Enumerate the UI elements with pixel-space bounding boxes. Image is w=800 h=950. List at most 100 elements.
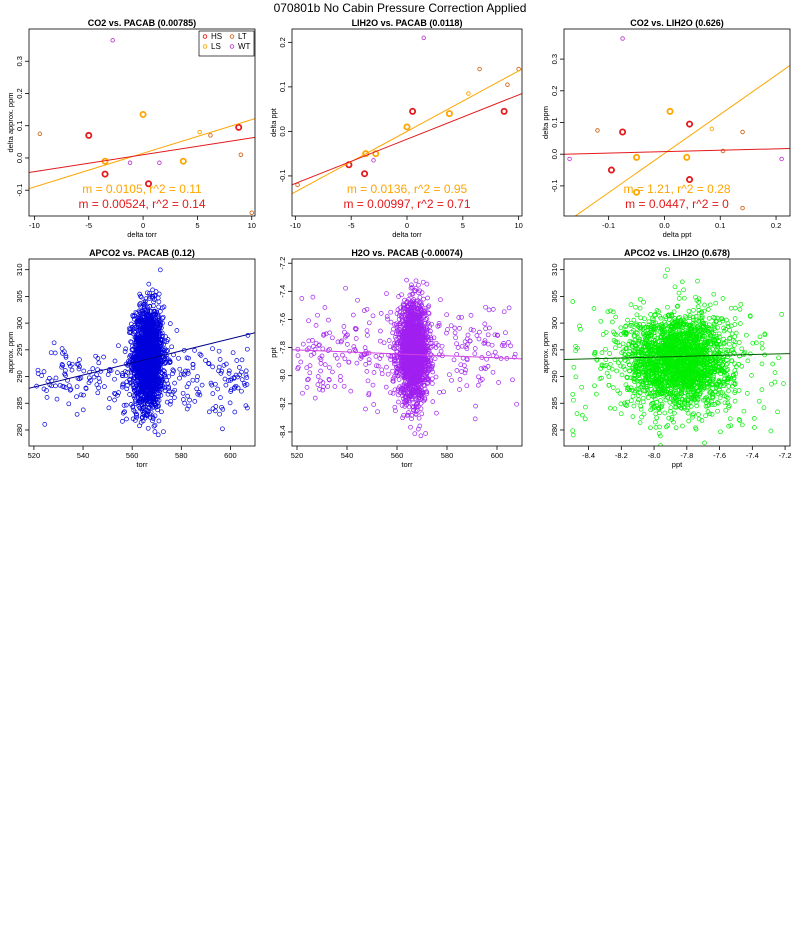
data-point — [167, 359, 173, 365]
data-point — [146, 281, 152, 287]
data-point — [144, 290, 150, 296]
data-point — [462, 370, 468, 376]
data-point — [413, 411, 419, 417]
data-point — [134, 370, 140, 376]
data-point — [680, 423, 685, 429]
x-tick-label: 520 — [291, 451, 304, 460]
data-point — [145, 332, 150, 338]
data-point — [181, 371, 186, 377]
data-point — [137, 291, 143, 297]
y-tick-label: 0.0 — [15, 153, 24, 163]
data-point — [482, 321, 488, 327]
data-point — [737, 418, 743, 423]
data-point — [409, 107, 417, 115]
data-point — [384, 364, 389, 370]
data-point — [390, 390, 396, 396]
legend-marker-wt — [229, 44, 235, 49]
data-point — [307, 370, 313, 376]
data-point — [313, 340, 319, 346]
data-point — [133, 397, 139, 403]
data-point — [150, 416, 156, 421]
data-point — [66, 361, 72, 366]
data-point — [400, 306, 406, 312]
data-point — [420, 346, 426, 351]
data-point — [448, 323, 454, 329]
x-tick-label: 0.0 — [659, 221, 669, 230]
data-point — [150, 405, 156, 411]
data-point — [435, 342, 441, 348]
data-point — [115, 370, 120, 375]
data-point — [631, 403, 637, 409]
data-point — [74, 384, 80, 390]
data-point — [143, 395, 148, 401]
data-point — [401, 381, 407, 387]
data-point — [512, 351, 518, 357]
data-point — [395, 388, 401, 394]
data-point — [156, 329, 162, 335]
y-tick-label: 0.1 — [15, 121, 24, 131]
regression-line — [29, 332, 255, 389]
data-point — [52, 350, 58, 356]
data-point — [411, 404, 416, 410]
data-point — [134, 382, 140, 388]
data-point — [390, 376, 396, 382]
data-point — [419, 332, 425, 337]
data-point — [219, 368, 225, 374]
legend-label-hs: HS — [211, 32, 222, 41]
data-point — [481, 341, 487, 346]
data-point — [156, 345, 162, 351]
data-point — [452, 330, 458, 336]
data-point — [158, 319, 163, 325]
data-point — [614, 368, 620, 374]
data-point — [129, 354, 135, 360]
data-point — [177, 366, 183, 372]
data-point — [143, 296, 149, 302]
data-point — [457, 377, 463, 382]
data-point — [133, 366, 138, 371]
data-point — [197, 351, 203, 357]
data-point — [322, 362, 328, 367]
data-point — [128, 367, 134, 373]
data-point — [409, 416, 414, 422]
data-point — [699, 418, 705, 423]
data-point — [184, 384, 190, 390]
data-point — [156, 304, 161, 310]
data-point — [422, 308, 428, 314]
data-point — [712, 326, 717, 331]
data-point — [145, 392, 151, 398]
data-point — [424, 329, 430, 335]
data-point — [383, 384, 389, 390]
data-point — [137, 374, 143, 380]
data-point — [330, 369, 335, 375]
data-point — [87, 369, 93, 375]
data-point — [198, 353, 204, 358]
data-point — [618, 332, 624, 337]
data-point — [500, 107, 508, 115]
x-tick-label: 560 — [391, 451, 404, 460]
data-point — [169, 344, 175, 350]
data-point — [432, 356, 438, 361]
data-point — [35, 367, 41, 373]
data-point — [317, 387, 322, 392]
data-point — [161, 429, 166, 435]
data-point — [194, 386, 200, 392]
data-point — [403, 330, 409, 336]
data-point — [148, 374, 154, 380]
regression-line — [292, 349, 522, 360]
data-point — [485, 351, 491, 356]
data-point — [160, 383, 166, 389]
data-point — [210, 346, 215, 352]
data-point — [429, 363, 435, 369]
data-point — [691, 317, 696, 323]
data-point — [166, 388, 172, 394]
data-point — [404, 277, 409, 283]
regression-line — [564, 147, 790, 155]
data-point — [682, 314, 688, 319]
data-point — [373, 354, 379, 359]
data-point — [410, 315, 415, 321]
data-point — [155, 404, 160, 409]
data-point — [421, 296, 426, 302]
data-point — [409, 282, 414, 288]
data-point — [620, 36, 625, 41]
